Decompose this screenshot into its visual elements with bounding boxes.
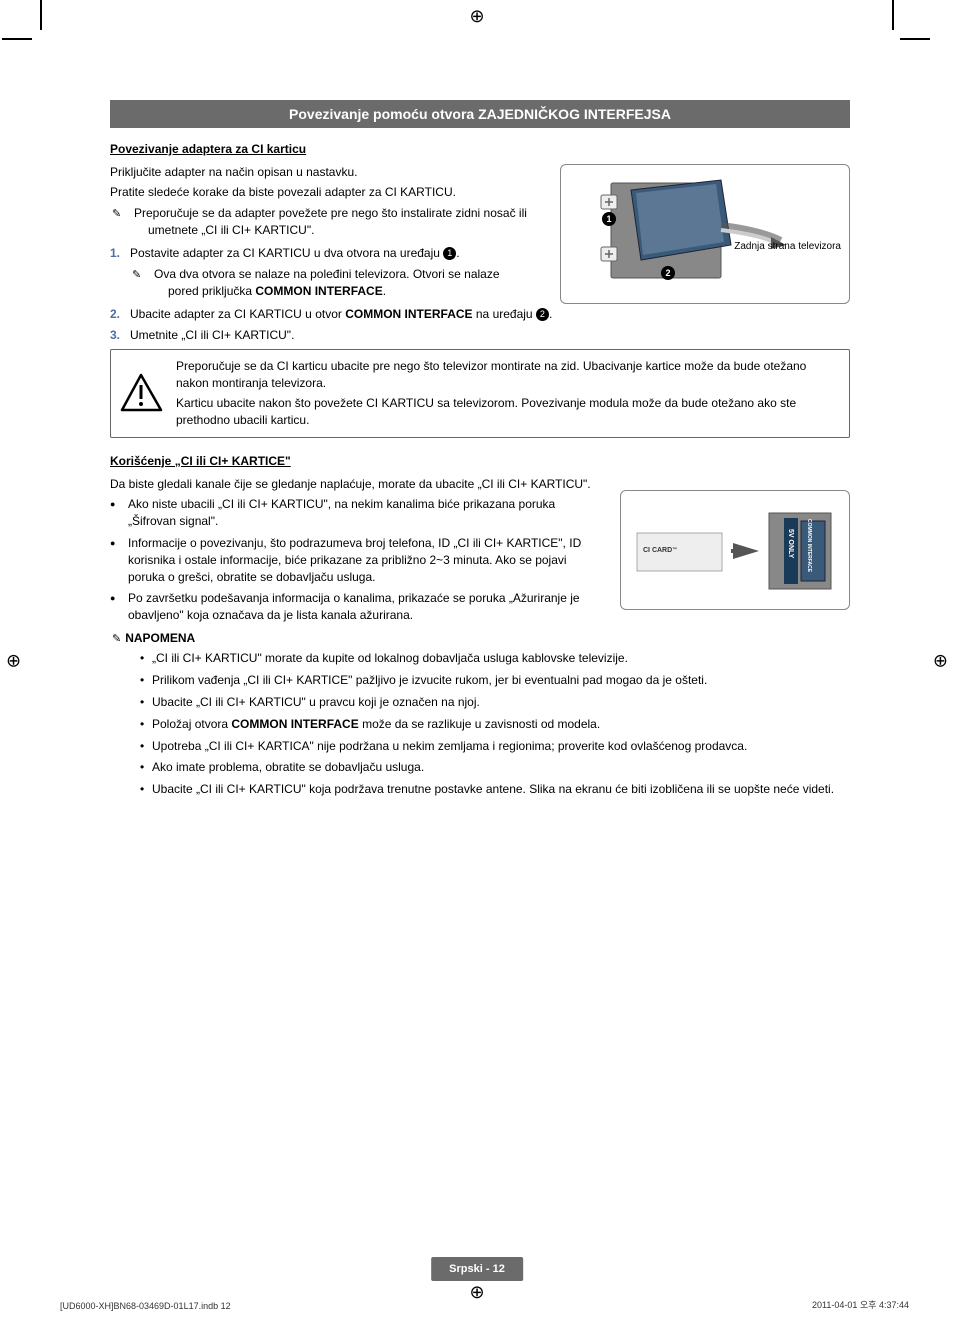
step-number: 1. bbox=[110, 245, 120, 262]
figure-label: Zadnja strana televizora bbox=[734, 241, 841, 253]
svg-text:2: 2 bbox=[665, 268, 670, 278]
registration-mark-icon: ⊕ bbox=[469, 1282, 484, 1303]
step-item: 1. Postavite adapter za CI KARTICU u dva… bbox=[110, 245, 530, 262]
warning-text: Preporučuje se da CI karticu ubacite pre… bbox=[176, 358, 839, 392]
figure-card-slot: CI CARD™ 5V ONLY COMMON INTERFACE bbox=[620, 490, 850, 610]
registration-mark-icon: ⊕ bbox=[469, 6, 484, 27]
bullet-item: Informacije o povezivanju, što podrazume… bbox=[110, 535, 600, 585]
page-footer: Srpski - 12 bbox=[431, 1257, 523, 1281]
step-number: 2. bbox=[110, 306, 120, 323]
note-item: Upotreba „CI ili CI+ KARTICA" nije podrž… bbox=[140, 738, 850, 755]
common-interface-label: COMMON INTERFACE bbox=[806, 519, 812, 572]
note-item: Ako imate problema, obratite se dobavlja… bbox=[140, 759, 850, 776]
bullet-item: Ako niste ubacili „CI ili CI+ KARTICU", … bbox=[110, 496, 600, 530]
main-content: Povezivanje pomoću otvora ZAJEDNIČKOG IN… bbox=[110, 100, 850, 803]
step-item: 2. Ubacite adapter za CI KARTICU u otvor… bbox=[110, 306, 850, 323]
section-banner: Povezivanje pomoću otvora ZAJEDNIČKOG IN… bbox=[110, 100, 850, 128]
note-item: Prilikom vađenja „CI ili CI+ KARTICE" pa… bbox=[140, 672, 850, 689]
registration-mark-icon: ⊕ bbox=[6, 650, 21, 671]
doc-meta-left: [UD6000-XH]BN68-03469D-01L17.indb 12 bbox=[60, 1301, 231, 1311]
paragraph: Da biste gledali kanale čije se gledanje… bbox=[110, 476, 600, 493]
step-item: 3. Umetnite „CI ili CI+ KARTICU". bbox=[110, 327, 850, 344]
circled-number-icon: 1 bbox=[443, 247, 456, 260]
crop-mark bbox=[892, 0, 894, 30]
crop-mark bbox=[40, 0, 42, 30]
crop-mark bbox=[2, 38, 32, 40]
napomena-head: ✎NAPOMENA bbox=[112, 630, 850, 647]
svg-text:1: 1 bbox=[606, 214, 611, 224]
subsection-title: Povezivanje adaptera za CI karticu bbox=[110, 142, 850, 156]
warning-text: Karticu ubacite nakon što povežete CI KA… bbox=[176, 395, 839, 429]
paragraph: Pratite sledeće korake da biste povezali… bbox=[110, 184, 530, 201]
warning-icon bbox=[119, 372, 164, 414]
ci-card-label: CI CARD™ bbox=[643, 547, 677, 554]
five-volt-label: 5V ONLY bbox=[787, 529, 794, 558]
note-icon: ✎ bbox=[112, 632, 121, 647]
warning-box: Preporučuje se da CI karticu ubacite pre… bbox=[110, 349, 850, 437]
registration-mark-icon: ⊕ bbox=[933, 650, 948, 671]
doc-meta-right: 2011-04-01 오후 4:37:44 bbox=[812, 1298, 909, 1311]
circled-number-icon: 2 bbox=[536, 308, 549, 321]
sub-note: ✎Ova dva otvora se nalaze na poleđini te… bbox=[150, 266, 530, 300]
crop-mark bbox=[900, 38, 930, 40]
note: ✎Preporučuje se da adapter povežete pre … bbox=[130, 205, 530, 239]
note-item: Ubacite „CI ili CI+ KARTICU" koja podrža… bbox=[140, 781, 850, 798]
step-number: 3. bbox=[110, 327, 120, 344]
bullet-item: Po završetku podešavanja informacija o k… bbox=[110, 590, 600, 624]
paragraph: Priključite adapter na način opisan u na… bbox=[110, 164, 530, 181]
figure-adapter-diagram: 1 2 Zadnja strana televizora bbox=[560, 164, 850, 304]
subsection-title: Korišćenje „CI ili CI+ KARTICE" bbox=[110, 454, 850, 468]
note-item: Ubacite „CI ili CI+ KARTICU" u pravcu ko… bbox=[140, 694, 850, 711]
note-item: Položaj otvora COMMON INTERFACE može da … bbox=[140, 716, 850, 733]
note-item: „CI ili CI+ KARTICU" morate da kupite od… bbox=[140, 650, 850, 667]
